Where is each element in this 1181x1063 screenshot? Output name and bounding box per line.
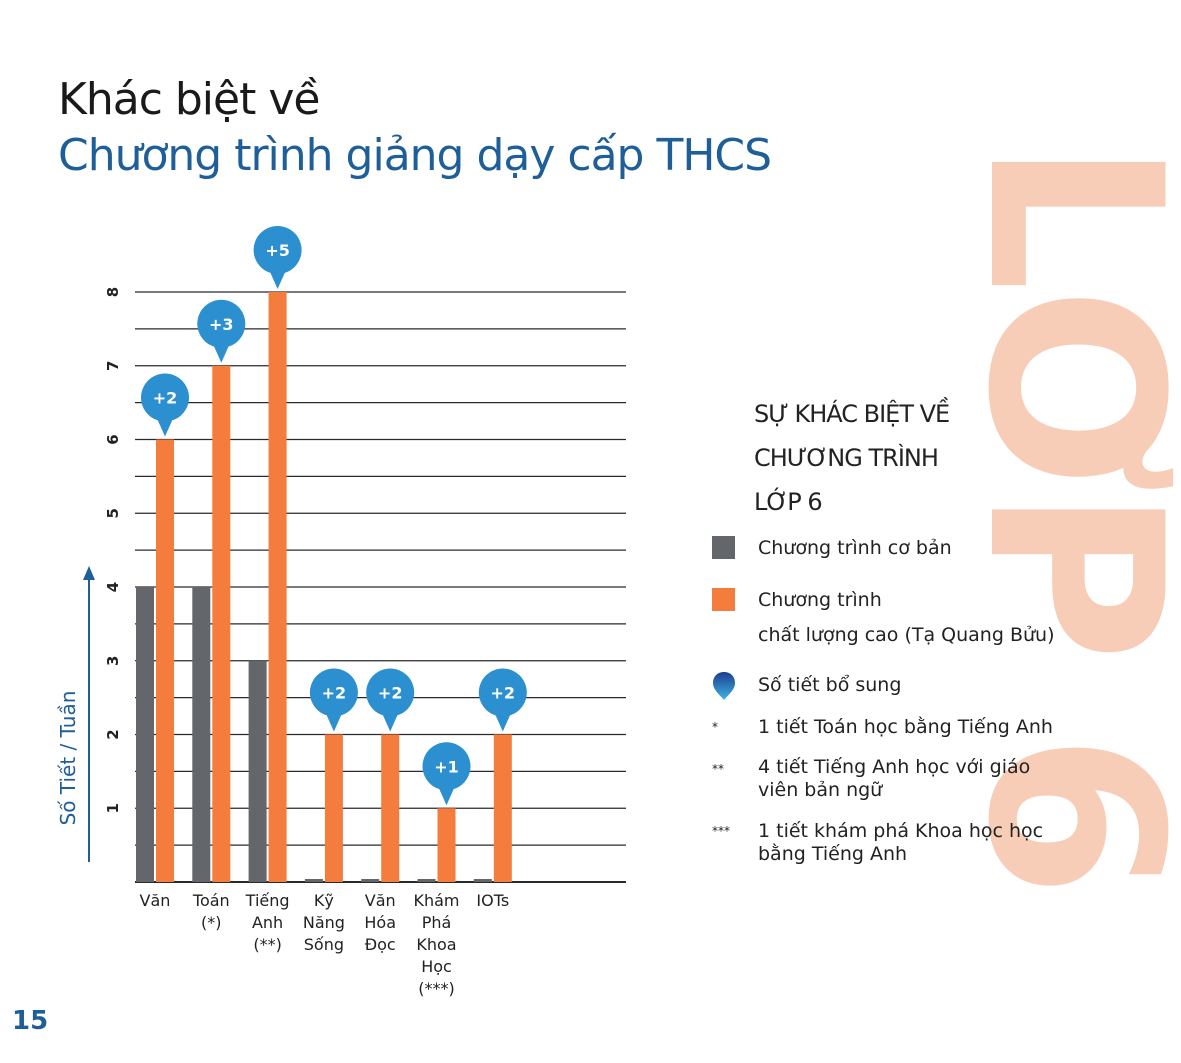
data-label: +1 <box>434 757 459 776</box>
bar-basic <box>473 879 492 882</box>
note-mark: * <box>712 720 718 734</box>
y-tick-label: 7 <box>104 361 122 371</box>
legend-title-line: SỰ KHÁC BIỆT VỀ <box>754 400 950 428</box>
note-text: viên bản ngữ <box>758 779 883 801</box>
bar-high-quality <box>212 365 231 882</box>
data-label: +2 <box>153 389 178 408</box>
pin-bubble <box>422 742 471 791</box>
x-tick-label: Anh <box>252 913 283 932</box>
x-tick-label: IOTs <box>476 891 509 910</box>
x-tick-label: Đọc <box>365 935 396 954</box>
data-label: +2 <box>322 684 347 703</box>
bar-basic <box>361 879 380 882</box>
bar-high-quality <box>437 808 456 882</box>
pin-bubble <box>253 226 302 274</box>
bar-basic <box>304 879 323 882</box>
bar-basic <box>192 587 211 882</box>
pin-bubble <box>478 668 527 717</box>
x-tick-label: Khám <box>413 891 459 910</box>
pin-bubble <box>366 668 415 717</box>
pin-tail <box>325 713 342 732</box>
x-tick-label: Phá <box>422 913 452 932</box>
y-axis-title: Số Tiết / Tuần <box>56 691 80 826</box>
x-tick-label: Học <box>421 957 452 976</box>
x-tick-label: Sống <box>304 935 344 954</box>
page-title-line1: Khác biệt về <box>58 74 320 125</box>
legend-swatch-basic <box>712 536 735 559</box>
pin-bubble <box>309 668 358 717</box>
bar-high-quality <box>324 734 343 882</box>
pin-tail <box>382 713 399 732</box>
y-tick-label: 1 <box>104 803 122 813</box>
pin-tail <box>494 713 511 732</box>
legend-label-extra: Số tiết bổ sung <box>758 674 902 696</box>
y-tick-label: 5 <box>104 508 122 518</box>
y-tick-label: 2 <box>104 729 122 739</box>
x-tick-label: Hóa <box>364 913 396 932</box>
legend-title: SỰ KHÁC BIỆT VỀ CHƯƠNG TRÌNH LỚP 6 <box>754 392 950 524</box>
legend-swatch-high-quality <box>712 588 735 611</box>
x-tick-label: (*) <box>201 913 221 932</box>
pin-icon <box>712 671 736 705</box>
pin-bubble <box>141 373 189 422</box>
x-tick-label: Văn <box>365 891 396 910</box>
note-mark: *** <box>712 824 730 838</box>
x-tick-label: Toán <box>192 891 230 910</box>
x-tick-label: (***) <box>418 979 454 998</box>
note-text: bằng Tiếng Anh <box>758 843 908 865</box>
y-tick-label: 3 <box>104 656 122 666</box>
y-tick-label: 6 <box>104 434 122 444</box>
x-tick-label: Tiếng <box>245 891 290 910</box>
legend-title-line: LỚP 6 <box>754 488 823 516</box>
bar-high-quality <box>156 439 174 882</box>
x-tick-label: Khoa <box>416 935 456 954</box>
x-tick-label: (**) <box>253 935 281 954</box>
legend-title-line: CHƯƠNG TRÌNH <box>754 444 939 472</box>
pin-tail <box>213 344 230 363</box>
page-title-line2: Chương trình giảng dạy cấp THCS <box>58 130 772 181</box>
y-axis-arrow-head <box>83 566 95 580</box>
pin-tail <box>438 787 455 806</box>
bar-high-quality <box>381 734 400 882</box>
pin-tail <box>157 418 173 437</box>
legend-label-high-quality-1: Chương trình <box>758 589 882 611</box>
data-label: +5 <box>265 241 290 260</box>
bar-high-quality <box>268 292 287 882</box>
note-mark: ** <box>712 762 724 776</box>
note-text: 1 tiết Toán học bằng Tiếng Anh <box>758 716 1053 738</box>
x-tick-label: Năng <box>303 913 345 932</box>
pin-bubble <box>197 299 246 348</box>
note-text: 1 tiết khám phá Khoa học học <box>758 820 1044 842</box>
bar-basic <box>136 587 154 882</box>
bar-basic <box>248 660 267 882</box>
page-number: 15 <box>12 1006 49 1036</box>
legend-label-basic: Chương trình cơ bản <box>758 537 952 559</box>
y-tick-label: 8 <box>104 287 122 297</box>
legend-label-high-quality-2: chất lượng cao (Tạ Quang Bửu) <box>758 624 1055 646</box>
data-label: +2 <box>378 684 403 703</box>
data-label: +3 <box>209 315 234 334</box>
x-tick-label: Kỹ <box>314 891 334 910</box>
x-tick-label: Văn <box>140 891 171 910</box>
pin-tail <box>269 271 286 289</box>
bar-basic <box>417 879 436 882</box>
data-label: +2 <box>491 684 516 703</box>
bar-high-quality <box>493 734 512 882</box>
y-tick-label: 4 <box>104 582 122 592</box>
note-text: 4 tiết Tiếng Anh học với giáo <box>758 756 1031 778</box>
